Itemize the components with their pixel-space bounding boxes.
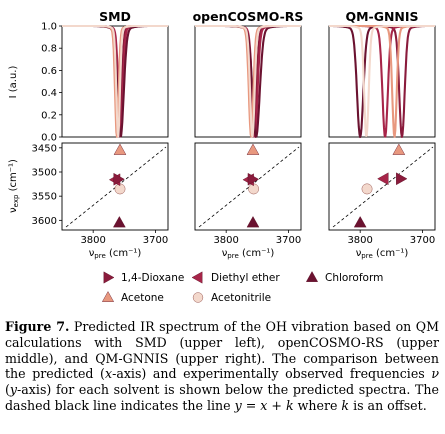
x-tick-label: 3800 — [213, 235, 238, 246]
data-point — [247, 172, 260, 186]
caption-italic: k — [341, 397, 350, 413]
diagonal-line — [332, 146, 434, 228]
data-point — [246, 143, 260, 155]
data-point — [392, 143, 406, 155]
x-tick-label: 3700 — [410, 235, 435, 246]
scatter-panel: 3800 3700 3450 3500 3550 3600 — [32, 142, 169, 246]
x-tick-label: 3700 — [143, 235, 168, 246]
legend-label: Chloroform — [325, 272, 383, 284]
caption-text: -axis) for each solvent is shown below t… — [5, 382, 439, 413]
y-tick-label: 3500 — [32, 168, 57, 179]
caption-italic: y — [234, 397, 242, 413]
panel-title: openCOSMO-RS — [193, 9, 304, 24]
caption-text: = — [241, 397, 261, 413]
caption-text: is an offset. — [349, 397, 427, 413]
axes-frame — [328, 142, 436, 231]
legend-marker — [192, 292, 204, 303]
x-tick-label: 3800 — [80, 235, 105, 246]
data-point — [361, 183, 373, 195]
spectrum-panel — [194, 24, 302, 138]
y-tick-label: 1.0 — [41, 22, 57, 33]
x-axis-label: νpre (cm⁻¹) — [222, 248, 275, 260]
legend-marker — [305, 271, 319, 282]
caption-italic: k — [285, 397, 294, 413]
figure-caption: Figure 7. Predicted IR spectrum of the O… — [5, 319, 439, 414]
legend-label: 1,4-Dioxane — [121, 272, 184, 284]
y-tick-label: 0.6 — [41, 66, 57, 77]
spectrum-panel: 1.0 0.8 0.6 0.4 0.2 0.0 — [41, 22, 169, 144]
x-axis-label: νpre (cm⁻¹) — [356, 248, 409, 260]
caption-label: Figure 7. — [5, 319, 70, 334]
caption-italic: x — [260, 397, 268, 413]
caption-text: -axis) and experimentally observed frequ… — [112, 366, 432, 382]
data-point — [113, 172, 125, 186]
caption-italic: y — [9, 382, 18, 398]
y-tick-label: 3450 — [32, 143, 57, 154]
figure-7: SMD openCOSMO-RS QM-GNNIS 1.0 0.8 0.6 0.4 0.2 0… — [8, 9, 436, 304]
x-tick-label: 3800 — [347, 235, 372, 246]
spectrum-panel — [328, 24, 436, 139]
legend-marker — [101, 291, 115, 302]
data-point — [396, 172, 408, 186]
legend-marker — [103, 271, 115, 284]
x-tick-label: 3700 — [276, 235, 301, 246]
panel-title: SMD — [99, 9, 131, 24]
y-tick-label: 0.4 — [41, 88, 57, 99]
axes-frame — [194, 142, 302, 231]
data-point — [246, 216, 260, 228]
data-point — [113, 216, 126, 228]
y-tick-label: 0.0 — [41, 133, 57, 144]
data-point — [353, 216, 367, 228]
spectrum-line — [61, 24, 169, 138]
caption-text: Predicted IR spectrum of the OH vibratio… — [5, 319, 440, 382]
y-tick-label: 3600 — [32, 216, 57, 227]
y-axis-label: νexp (cm⁻¹) — [8, 159, 20, 213]
legend-label: Diethyl ether — [211, 272, 280, 284]
y-tick-label: 0.2 — [41, 110, 57, 121]
axes-frame — [61, 142, 169, 231]
y-axis-label: I (a.u.) — [8, 66, 19, 99]
diagonal-line — [198, 146, 300, 228]
data-point — [113, 143, 127, 155]
caption-text: ( — [5, 382, 10, 398]
spectrum-line — [328, 24, 436, 137]
caption-italic: x — [104, 366, 113, 382]
caption-text: where — [293, 397, 342, 413]
panel-title: QM-GNNIS — [345, 9, 418, 24]
y-tick-label: 3550 — [32, 192, 57, 203]
data-point — [377, 172, 389, 186]
caption-text: + — [267, 397, 286, 413]
caption-italic: ν — [431, 366, 439, 382]
scatter-panel: 3800 3700 — [328, 142, 436, 246]
legend-marker — [191, 271, 203, 284]
legend-label: Acetonitrile — [211, 292, 271, 304]
spectrum-line — [194, 24, 302, 138]
scatter-panel: 3800 3700 — [194, 142, 302, 246]
diagonal-line — [65, 146, 167, 228]
x-axis-label: νpre (cm⁻¹) — [89, 248, 142, 260]
legend-label: Acetone — [121, 292, 164, 304]
y-tick-label: 0.8 — [41, 44, 57, 55]
